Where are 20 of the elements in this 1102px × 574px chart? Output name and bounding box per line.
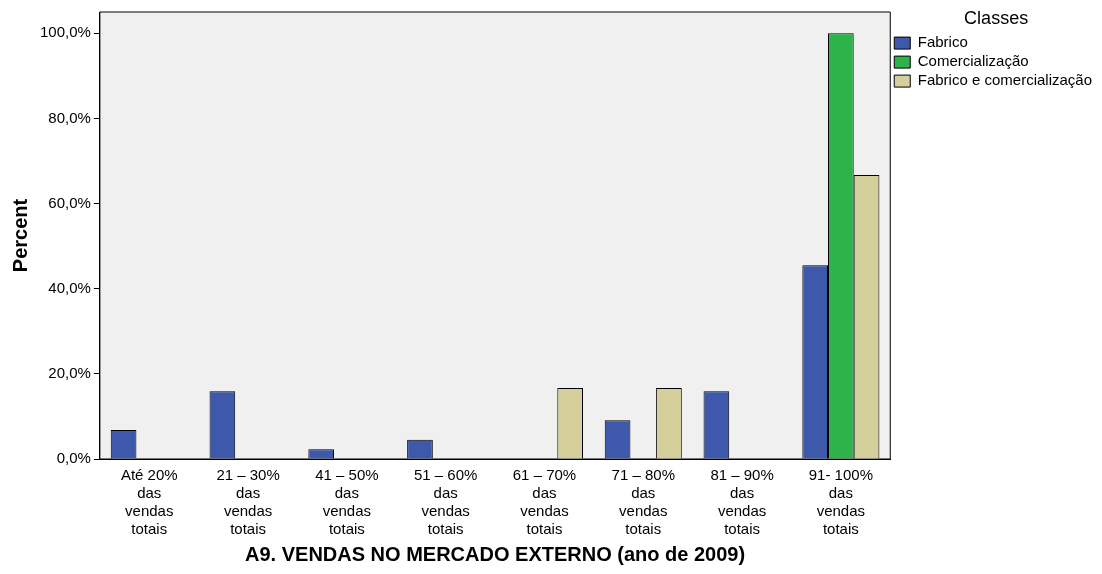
y-tick-label: 80,0% (48, 108, 91, 126)
x-tick-label: 71 – 80% das vendas totais (611, 466, 675, 538)
y-tick-label: 0,0% (56, 449, 91, 467)
legend-label: Fabrico e comercialização (917, 71, 1093, 89)
legend-title: Classes (964, 7, 1029, 28)
x-tick-label: 21 – 30% das vendas totais (216, 466, 280, 538)
x-axis-title: A9. VENDAS NO MERCADO EXTERNO (ano de 2009) (245, 542, 746, 565)
x-tick-label: 51 – 60% das vendas totais (413, 466, 478, 538)
legend-label: Comercialização (917, 52, 1029, 70)
y-tick-label: 100,0% (40, 23, 91, 41)
y-tick-label: 60,0% (48, 193, 91, 211)
x-tick-label: 81 – 90% das vendas totais (710, 466, 774, 538)
x-tick-label: 91- 100% das vendas totais (808, 466, 873, 538)
x-tick-label: 61 – 70% das vendas totais (512, 466, 577, 538)
x-tick-label: 41 – 50% das vendas totais (315, 466, 379, 538)
x-tick-label: Até 20% das vendas totais (120, 466, 178, 538)
y-tick-label: 40,0% (48, 278, 91, 296)
legend-label: Fabrico (917, 33, 968, 51)
y-axis-title: Percent (8, 198, 31, 273)
y-tick-label: 20,0% (48, 364, 91, 381)
